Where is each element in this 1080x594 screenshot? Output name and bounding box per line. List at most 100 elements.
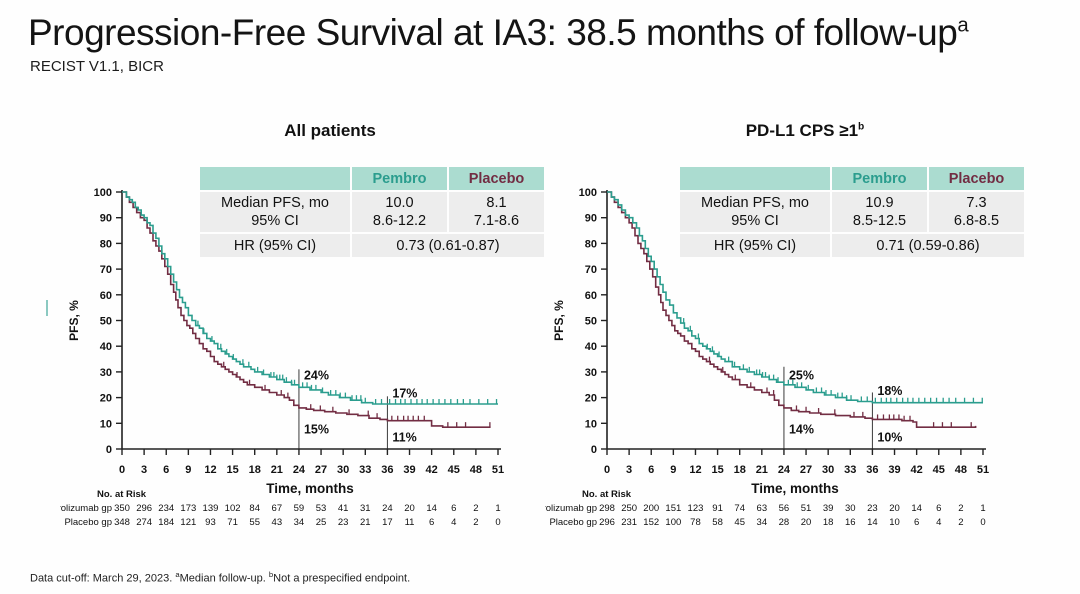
risk-value: 234: [158, 503, 174, 514]
km-curve-placebo: [607, 191, 977, 428]
placebo-ci-value: 6.8-8.5: [953, 213, 1000, 229]
page-title-text: Progression-Free Survival at IA3: 38.5 m…: [28, 12, 958, 53]
x-tick-label: 21: [271, 464, 283, 476]
placebo-median-value: 8.1: [486, 195, 507, 211]
risk-value: 93: [205, 517, 216, 528]
risk-table-title: No. at Risk: [97, 489, 147, 500]
risk-value: 20: [801, 517, 812, 528]
x-tick-label: 6: [648, 464, 654, 476]
risk-value: 51: [801, 503, 812, 514]
pembro-ci-value: 8.5-12.5: [852, 213, 907, 229]
x-tick-label: 51: [492, 464, 504, 476]
hr-value: 0.73 (0.61-0.87): [352, 234, 544, 257]
risk-value: 58: [712, 517, 723, 528]
risk-value: 78: [690, 517, 701, 528]
x-tick-label: 33: [844, 464, 856, 476]
risk-value: 6: [451, 503, 456, 514]
risk-value: 123: [688, 503, 704, 514]
risk-value: 4: [451, 517, 456, 528]
median-pfs-label: Median PFS, mo: [701, 195, 809, 211]
risk-value: 55: [249, 517, 260, 528]
stats-row-label: Median PFS, mo 95% CI: [680, 192, 830, 232]
risk-value: 43: [272, 517, 283, 528]
panel-title-superscript: b: [858, 121, 865, 133]
risk-value: 0: [495, 517, 500, 528]
risk-value: 250: [621, 503, 637, 514]
hr-label: HR (95% CI): [680, 234, 830, 257]
risk-value: 184: [158, 517, 174, 528]
km-chart-pdl1: 0 10 20 30 40 50 60 70 80 90 100 0 3 6 9 12 15 18 21 24 27 30…: [518, 185, 1025, 545]
stats-col-header-placebo: Placebo: [929, 167, 1024, 190]
risk-row-label: Placebo gp: [549, 517, 597, 528]
risk-value: 1: [980, 503, 985, 514]
y-axis-title: PFS, %: [552, 300, 566, 341]
x-tick-label: 6: [163, 464, 169, 476]
landmark-label: 14%: [789, 423, 814, 437]
risk-value: 231: [621, 517, 637, 528]
risk-value: 2: [958, 503, 963, 514]
risk-value: 350: [114, 503, 130, 514]
risk-value: 20: [404, 503, 415, 514]
stats-pembro-values: 10.0 8.6-12.2: [352, 192, 447, 232]
risk-value: 39: [823, 503, 834, 514]
risk-value: 59: [294, 503, 305, 514]
stats-placebo-values: 8.1 7.1-8.6: [449, 192, 544, 232]
x-tick-label: 51: [977, 464, 989, 476]
footnote: Data cut-off: March 29, 2023. aMedian fo…: [30, 570, 410, 585]
risk-value: 53: [316, 503, 327, 514]
y-tick-label: 40: [100, 341, 112, 353]
x-tick-label: 18: [249, 464, 261, 476]
risk-value: 296: [599, 517, 615, 528]
risk-value: 102: [225, 503, 241, 514]
risk-value: 139: [203, 503, 219, 514]
risk-value: 152: [643, 517, 659, 528]
pembro-median-value: 10.0: [385, 195, 414, 211]
risk-value: 23: [338, 517, 349, 528]
stats-table-pdl1: Pembro Placebo Median PFS, mo 95% CI 10.9…: [680, 167, 1024, 257]
y-tick-label: 100: [579, 187, 597, 199]
panel-title-text: PD-L1 CPS ≥1: [745, 121, 859, 140]
y-tick-label: 30: [100, 367, 112, 379]
risk-value: 45: [734, 517, 745, 528]
x-tick-label: 27: [800, 464, 812, 476]
y-tick-label: 20: [100, 393, 112, 405]
x-tick-label: 3: [141, 464, 147, 476]
landmark-label: 24%: [304, 369, 329, 383]
landmark-label: 15%: [304, 423, 329, 437]
ci-label: 95% CI: [731, 213, 779, 229]
hr-value: 0.71 (0.59-0.86): [832, 234, 1024, 257]
x-tick-label: 39: [403, 464, 415, 476]
risk-value: 17: [382, 517, 393, 528]
x-tick-label: 39: [888, 464, 900, 476]
stray-mark: [46, 300, 48, 316]
y-tick-label: 0: [106, 444, 112, 456]
y-tick-label: 10: [100, 418, 112, 430]
x-tick-label: 21: [756, 464, 768, 476]
risk-value: 348: [114, 517, 130, 528]
risk-table-title: No. at Risk: [582, 489, 632, 500]
risk-value: 2: [473, 503, 478, 514]
y-tick-label: 100: [94, 187, 112, 199]
x-tick-label: 12: [204, 464, 216, 476]
panel-title-text: All patients: [284, 121, 376, 140]
y-tick-label: 0: [591, 444, 597, 456]
risk-row-label: Pembrolizumab gp: [60, 503, 112, 514]
risk-value: 63: [757, 503, 768, 514]
stats-placebo-values: 7.3 6.8-8.5: [929, 192, 1024, 232]
risk-value: 1: [495, 503, 500, 514]
placebo-median-value: 7.3: [966, 195, 987, 211]
risk-value: 23: [867, 503, 878, 514]
x-tick-label: 48: [470, 464, 482, 476]
risk-value: 41: [338, 503, 349, 514]
page-title-superscript: a: [957, 14, 969, 37]
y-tick-label: 60: [100, 290, 112, 302]
footnote-b: Not a prespecified endpoint.: [273, 572, 411, 585]
x-tick-label: 24: [293, 464, 306, 476]
x-tick-label: 9: [670, 464, 676, 476]
y-tick-label: 20: [585, 393, 597, 405]
x-tick-label: 15: [711, 464, 723, 476]
risk-value: 28: [779, 517, 790, 528]
km-curve-pembro: [607, 191, 983, 404]
